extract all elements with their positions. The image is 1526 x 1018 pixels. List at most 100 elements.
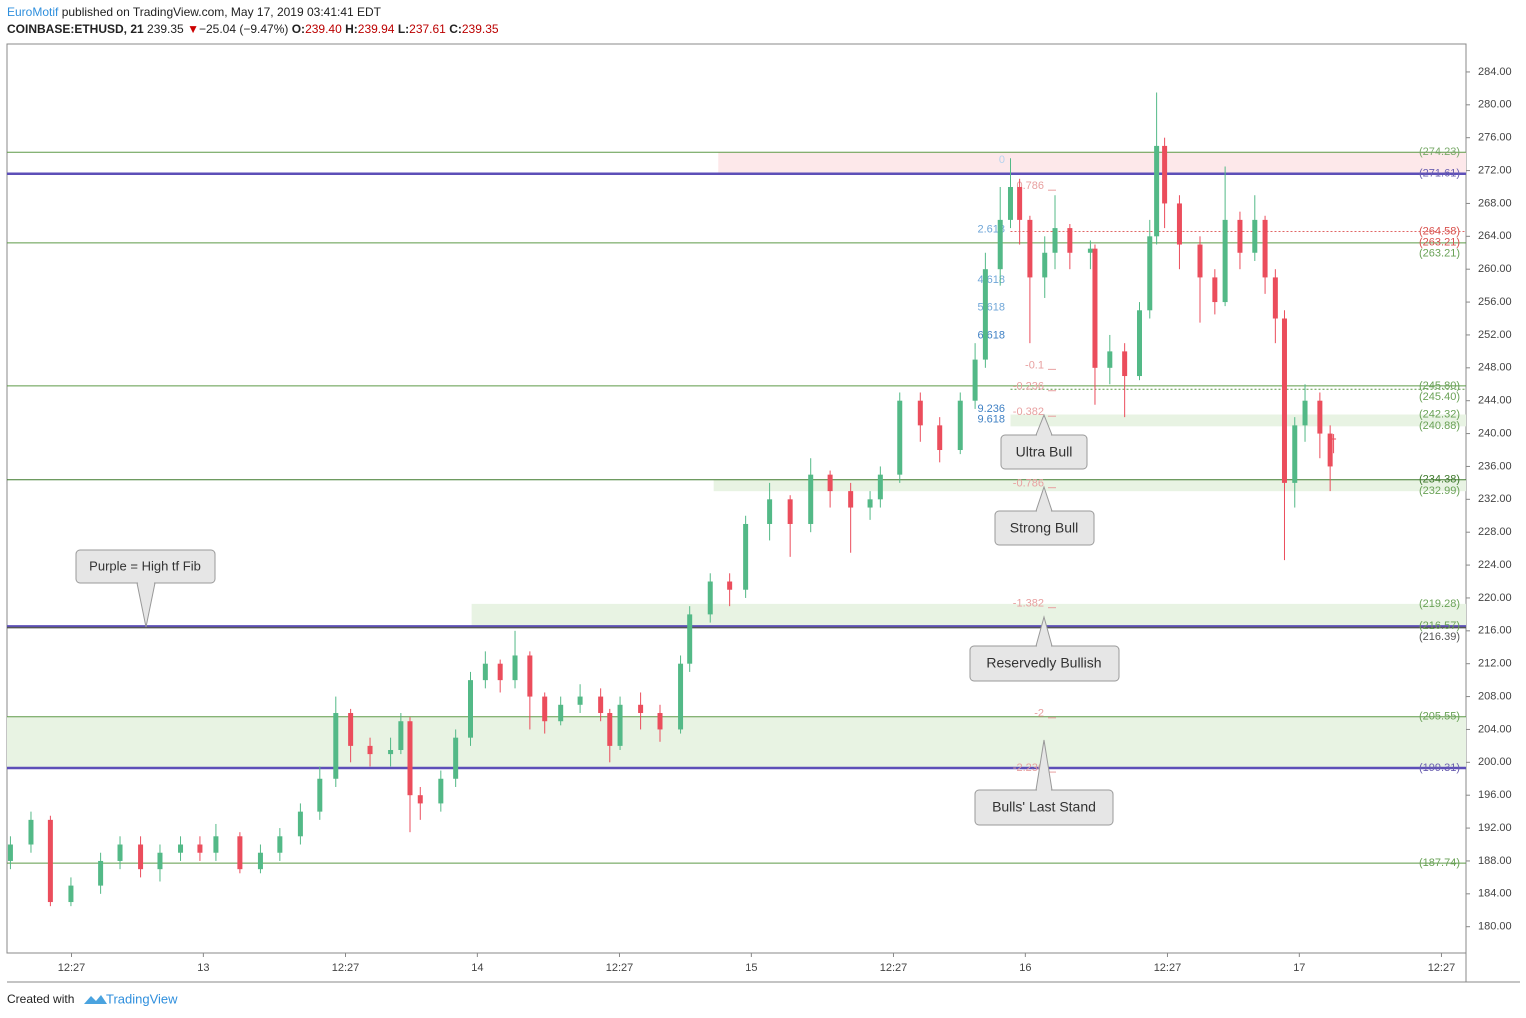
y-tick-label: 208.00: [1478, 690, 1512, 702]
price-label: (216.39): [1419, 631, 1460, 643]
callout: Ultra Bull: [1000, 413, 1088, 470]
y-tick-label: 188.00: [1478, 855, 1512, 867]
callout: Reservedly Bullish: [969, 615, 1120, 682]
fib-label: -0.786: [1013, 478, 1044, 490]
candle-body: [1154, 145, 1160, 237]
candle-body: [707, 581, 713, 615]
candle-body: [367, 745, 373, 755]
y-tick-label: 264.00: [1478, 230, 1512, 242]
callout-text: Purple = High tf Fib: [89, 558, 201, 573]
y-tick-label: 272.00: [1478, 164, 1512, 176]
y-tick-label: 256.00: [1478, 296, 1512, 308]
candle-body: [1136, 310, 1142, 377]
x-tick-label: 12:27: [1428, 962, 1456, 974]
price-label: (264.58): [1419, 225, 1460, 237]
candle-body: [138, 844, 144, 870]
l-label: L:: [397, 22, 410, 36]
candle-body: [827, 474, 833, 492]
candle-body: [1017, 187, 1023, 220]
candle-body: [197, 844, 203, 853]
fib-label: 5.618: [977, 302, 1005, 314]
o-label: O:: [291, 22, 306, 36]
y-tick-label: 236.00: [1478, 460, 1512, 472]
y-tick-label: 228.00: [1478, 526, 1512, 538]
price-label: (263.21): [1419, 248, 1460, 260]
candle-body: [1327, 433, 1333, 467]
layers: 180.00 184.00 188.00 192.00 196.00 200.00 204.…: [7, 66, 1512, 974]
candle-body: [558, 704, 564, 722]
y-tick-label: 212.00: [1478, 658, 1512, 670]
candle-body: [678, 663, 684, 730]
fib-label: -2.236: [1013, 762, 1044, 774]
y-tick-label: 196.00: [1478, 789, 1512, 801]
candle-body: [982, 269, 988, 360]
candle-body: [1007, 187, 1013, 220]
y-tick-label: 232.00: [1478, 493, 1512, 505]
candle-body: [297, 811, 303, 837]
zone: [713, 479, 1466, 492]
price-label: (245.40): [1419, 391, 1460, 403]
footer: Created with TradingView: [7, 991, 178, 1006]
candle-body: [638, 704, 644, 714]
c: 239.35: [461, 22, 499, 36]
y-tick-label: 224.00: [1478, 559, 1512, 571]
candle-body: [1042, 252, 1048, 278]
candle-body: [877, 474, 883, 500]
y-tick-label: 280.00: [1478, 99, 1512, 111]
published: published on TradingView.com, May 17, 20…: [61, 5, 382, 19]
y-tick-label: 260.00: [1478, 263, 1512, 275]
candle-body: [1222, 219, 1228, 303]
h: 239.94: [357, 22, 395, 36]
logo: [84, 995, 107, 1004]
publish-line: EuroMotif published on TradingView.com, …: [7, 5, 381, 19]
candle-body: [1272, 277, 1278, 319]
price-label: (216.57): [1419, 620, 1460, 632]
brand[interactable]: TradingView: [106, 991, 178, 1006]
y-tick-label: 204.00: [1478, 723, 1512, 735]
price-label: (232.99): [1419, 485, 1460, 497]
y-tick-label: 184.00: [1478, 888, 1512, 900]
candle-body: [527, 655, 533, 697]
price-label: (240.88): [1419, 420, 1460, 432]
callout-text: Strong Bull: [1010, 520, 1078, 536]
candle-body: [98, 860, 104, 886]
candle-body: [1067, 228, 1073, 253]
callout: Strong Bull: [994, 485, 1095, 546]
footer-text: Created with: [7, 992, 74, 1006]
candle-body: [1176, 203, 1182, 245]
candle-body: [617, 704, 623, 746]
y-tick-label: 180.00: [1478, 921, 1512, 933]
price-label: (271.61): [1419, 168, 1460, 180]
candle-body: [512, 655, 518, 681]
price-label: (274.23): [1419, 146, 1460, 158]
candle-body: [1212, 277, 1218, 303]
author[interactable]: EuroMotif: [7, 5, 59, 19]
candle-body: [68, 885, 74, 903]
candle-body: [1317, 400, 1323, 434]
price-label: (187.74): [1419, 857, 1460, 869]
candle-body: [727, 581, 733, 590]
y-tick-label: 220.00: [1478, 592, 1512, 604]
y-tick-label: 252.00: [1478, 329, 1512, 341]
x-tick-label: 17: [1293, 962, 1305, 974]
candle-body: [1122, 351, 1128, 377]
fib-label: -2: [1034, 708, 1044, 720]
callout-text: Reservedly Bullish: [986, 655, 1101, 671]
x-tick-label: 14: [471, 962, 483, 974]
candle-body: [972, 359, 978, 401]
price-label: (263.21): [1419, 237, 1460, 249]
candle-body: [28, 819, 34, 845]
candle-body: [1331, 438, 1337, 440]
y-tick-label: 192.00: [1478, 822, 1512, 834]
price-label: (219.28): [1419, 598, 1460, 610]
price-label: (199.31): [1419, 762, 1460, 774]
o: 239.40: [305, 22, 342, 36]
candle-body: [1107, 351, 1113, 368]
candle-body: [957, 400, 963, 451]
symbol: COINBASE:ETHUSD, 21: [7, 22, 144, 36]
candle-body: [657, 713, 663, 730]
price-label: (245.80): [1419, 380, 1460, 392]
last: 239.35: [147, 22, 184, 36]
x-tick-label: 15: [745, 962, 757, 974]
